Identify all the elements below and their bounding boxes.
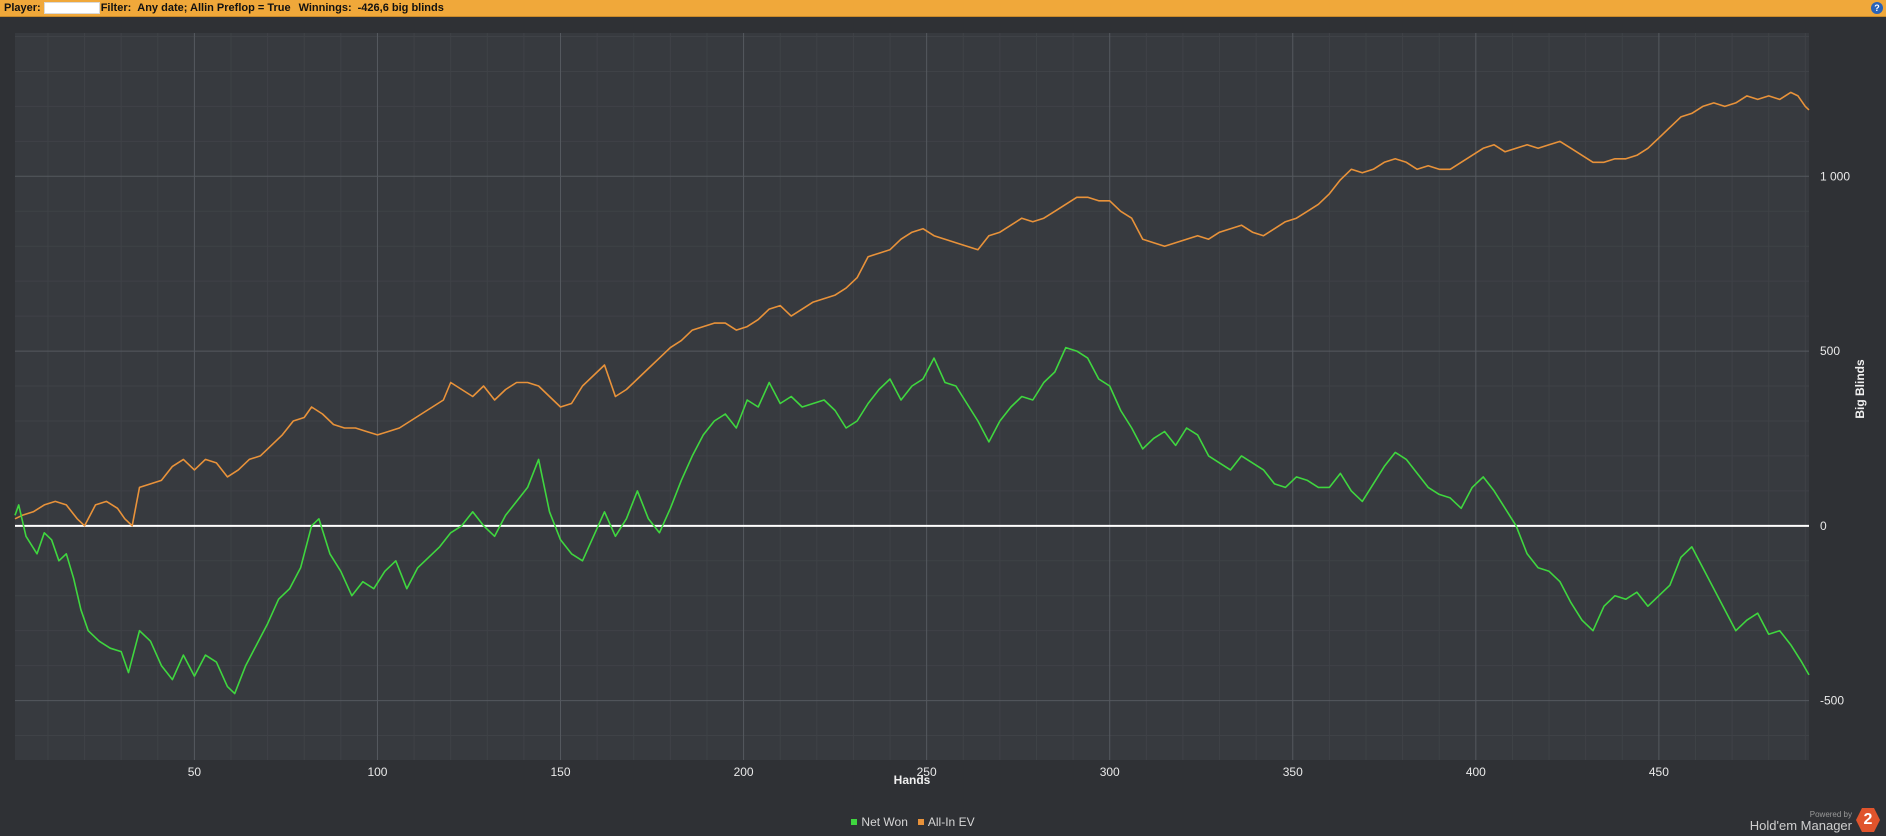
y-tick-label: 1 000 [1820,169,1850,183]
winnings-value: -426,6 big blinds [357,2,444,14]
x-axis-title: Hands [894,773,931,787]
legend-label-allin-ev: All-In EV [927,815,975,829]
y-tick-label: -500 [1820,694,1844,708]
filter-value: Any date; Allin Preflop = True [137,2,291,14]
x-tick-label: 150 [551,765,571,779]
legend-item-allin-ev[interactable]: All-In EV [917,815,975,829]
player-name-field[interactable] [43,2,100,14]
net-won-line [14,346,1810,695]
filter-label: Filter: [100,2,132,14]
player-label: Player: [4,2,41,14]
brand-name: Hold'em Manager [1749,818,1852,833]
brand: Powered by Hold'em Manager 2 [1750,808,1880,832]
x-axis-ticks: 50 100 150 200 250 300 350 400 450 [188,765,1670,779]
legend-item-net-won[interactable]: Net Won [851,815,908,829]
x-tick-label: 350 [1283,765,1303,779]
plot-area [15,33,1809,760]
allin-ev-line [14,91,1810,527]
x-tick-label: 450 [1649,765,1669,779]
x-tick-label: 100 [367,765,387,779]
help-icon[interactable]: ? [1871,2,1883,14]
x-tick-label: 250 [917,765,937,779]
x-tick-label: 50 [188,765,202,779]
hem-logo-icon: 2 [1856,808,1880,832]
legend-swatch-allin-ev [917,819,924,825]
winnings-label: Winnings: [298,2,352,14]
y-tick-label: 0 [1820,519,1827,533]
header-bar: Player: Filter: Any date; Allin Preflop … [0,0,1886,17]
x-tick-label: 300 [1100,765,1120,779]
y-axis-ticks: 1 000 500 0 -500 [1820,169,1850,707]
winnings-chart: 50 100 150 200 250 300 350 400 450 1 000 500 0 -500… [14,33,1867,787]
y-axis-title: Big Blinds [1853,359,1867,419]
powered-by-text: Powered by [1809,810,1852,819]
legend-label-net-won: Net Won [861,815,908,829]
y-tick-label: 500 [1820,344,1840,358]
major-grid [15,33,1809,760]
x-tick-label: 400 [1466,765,1486,779]
minor-grid [15,33,1809,760]
legend: Net Won All-In EV [0,815,1826,829]
x-tick-label: 200 [734,765,754,779]
legend-swatch-net-won [851,819,858,825]
series-layer [14,91,1810,695]
